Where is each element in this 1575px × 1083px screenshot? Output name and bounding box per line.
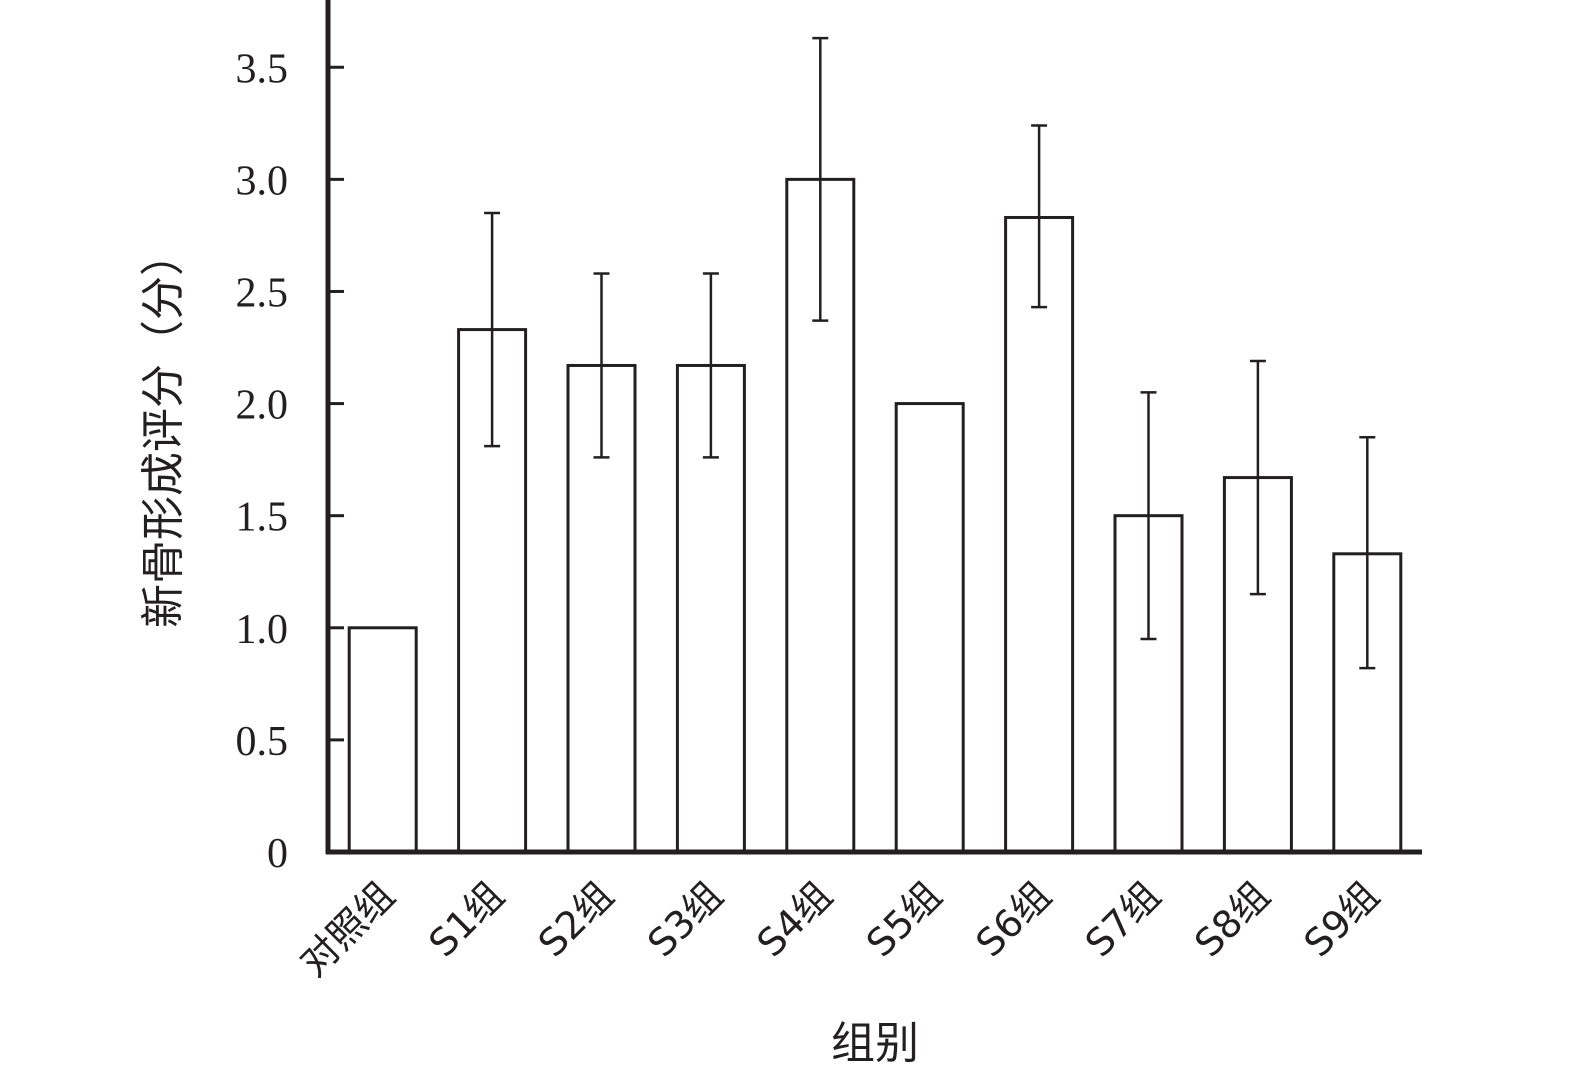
y-tick-label: 2.5 <box>236 270 289 316</box>
x-category-label: S4组 <box>749 873 841 965</box>
y-tick-label: 3.5 <box>236 46 289 92</box>
x-category-label: S1组 <box>420 873 512 965</box>
y-tick-label: 0 <box>267 831 288 877</box>
bar <box>347 626 418 854</box>
x-category-label: S7组 <box>1077 873 1169 965</box>
bars-layer <box>347 177 1403 854</box>
y-tick-label: 2.0 <box>236 383 289 429</box>
x-category-label: S6组 <box>967 873 1059 965</box>
x-category-label: S2组 <box>530 873 622 965</box>
bar <box>785 177 856 854</box>
y-tick-label: 0.5 <box>236 719 289 765</box>
y-tick-label: 1.0 <box>236 607 289 653</box>
bar <box>894 402 965 854</box>
error-bars-layer <box>484 36 1376 670</box>
x-category-label: S3组 <box>639 873 731 965</box>
y-ticks-layer: 0 0.5 1.0 1.5 2.0 2.5 3.0 3.5 <box>236 46 344 877</box>
x-category-label: S5组 <box>858 873 950 965</box>
y-tick-label: 3.0 <box>236 158 289 204</box>
y-tick-label: 1.5 <box>236 495 289 541</box>
x-category-label: S8组 <box>1186 873 1278 965</box>
y-axis-title: 新骨形成评分（分） <box>138 232 189 628</box>
bar <box>1004 215 1075 854</box>
x-category-label: 对照组 <box>291 873 403 985</box>
x-labels-layer: 对照组 S1组 S2组 S3组 S4组 S5组 S6组 S7组 S8组 S9组 <box>291 873 1387 985</box>
x-axis-title: 组别 <box>831 1018 919 1069</box>
x-category-label: S9组 <box>1296 873 1388 965</box>
axes-layer <box>325 0 1422 855</box>
